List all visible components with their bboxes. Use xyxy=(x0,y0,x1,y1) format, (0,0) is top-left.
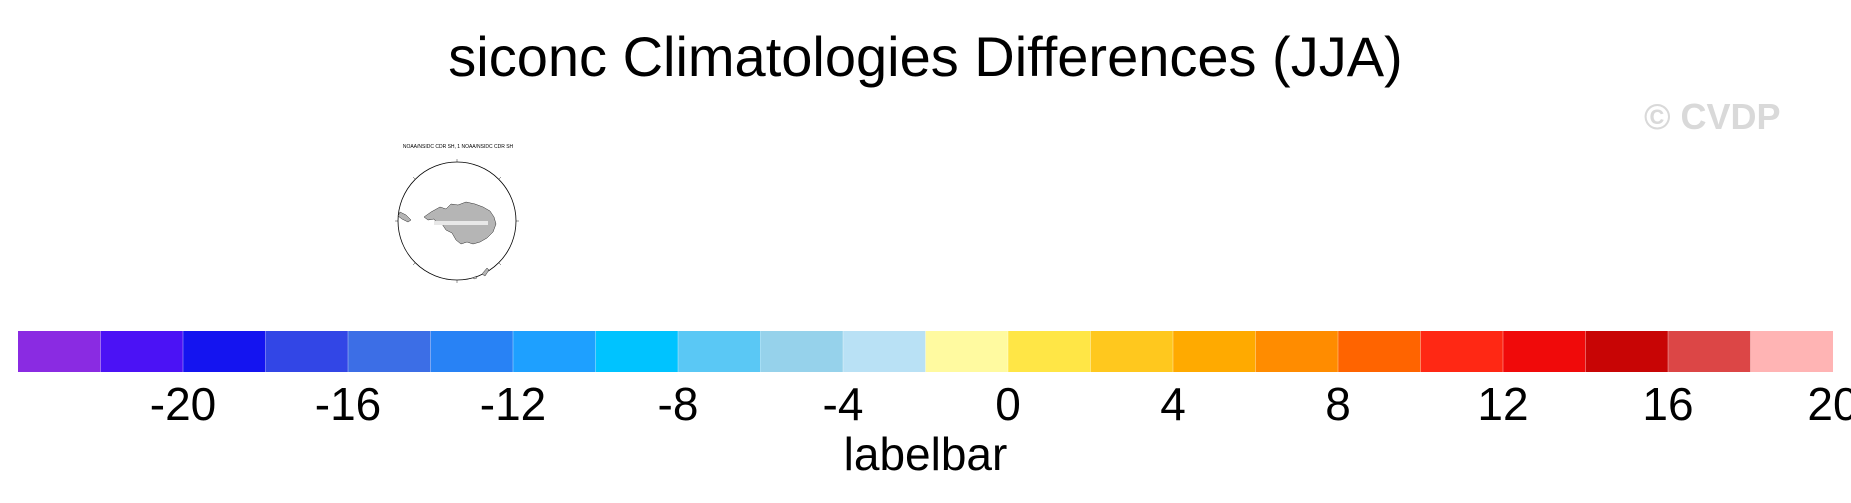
labelbar-colors xyxy=(18,331,1833,372)
labelbar-swatch xyxy=(1585,331,1669,372)
labelbar-tick-label: 16 xyxy=(1642,378,1694,430)
labelbar-tick-label: 20 xyxy=(1807,378,1851,430)
map-panel: NOAA/NSIDC CDR SH, 1 NOAA/NSIDC CDR SH xyxy=(388,140,528,290)
labelbar-swatch xyxy=(1420,331,1504,372)
labelbar-swatch xyxy=(1503,331,1586,372)
labelbar-swatch xyxy=(1750,331,1833,372)
labelbar-swatch xyxy=(100,331,184,372)
labelbar-tick-label: -16 xyxy=(314,378,382,430)
labelbar-ticks: -20 -16 -12 -8 -4 0 4 8 12 16 20 xyxy=(0,378,1851,430)
labelbar-swatch xyxy=(513,331,596,372)
labelbar-swatch xyxy=(925,331,1009,372)
labelbar-swatch xyxy=(1008,331,1091,372)
labelbar-label: labelbar xyxy=(843,428,1008,480)
labelbar-tick-label: 4 xyxy=(1160,378,1186,430)
panel-title: NOAA/NSIDC CDR SH, 1 NOAA/NSIDC CDR SH xyxy=(402,144,514,150)
labelbar-tick-label: 0 xyxy=(995,378,1021,430)
labelbar-swatch xyxy=(678,331,761,372)
labelbar-swatch xyxy=(18,331,101,372)
labelbar-swatch xyxy=(348,331,431,372)
labelbar-tick-label: -20 xyxy=(149,378,217,430)
longitude-ticks xyxy=(395,159,519,283)
labelbar-swatch xyxy=(183,331,266,372)
cvdp-watermark: © CVDP xyxy=(1644,96,1781,137)
figure-title: siconc Climatologies Differences (JJA) xyxy=(448,25,1403,88)
labelbar-tick-label: -8 xyxy=(657,378,699,430)
labelbar-swatch xyxy=(265,331,349,372)
labelbar-swatch xyxy=(1173,331,1256,372)
labelbar-swatch xyxy=(1338,331,1421,372)
labelbar xyxy=(18,331,1833,372)
labelbar-swatch xyxy=(1090,331,1174,372)
south-polar-map xyxy=(395,159,519,283)
small-island xyxy=(472,275,478,280)
labelbar-swatch xyxy=(1255,331,1339,372)
labelbar-swatch xyxy=(760,331,844,372)
labelbar-swatch xyxy=(595,331,679,372)
labelbar-swatch xyxy=(430,331,514,372)
longitude-label-strip xyxy=(434,221,488,225)
labelbar-tick-label: 8 xyxy=(1325,378,1351,430)
labelbar-swatch xyxy=(843,331,926,372)
labelbar-tick-label: 12 xyxy=(1477,378,1529,430)
south-america-tip xyxy=(397,211,412,223)
new-zealand-island xyxy=(481,267,490,277)
labelbar-tick-label: -12 xyxy=(479,378,547,430)
labelbar-swatch xyxy=(1668,331,1751,372)
labelbar-tick-label: -4 xyxy=(822,378,864,430)
